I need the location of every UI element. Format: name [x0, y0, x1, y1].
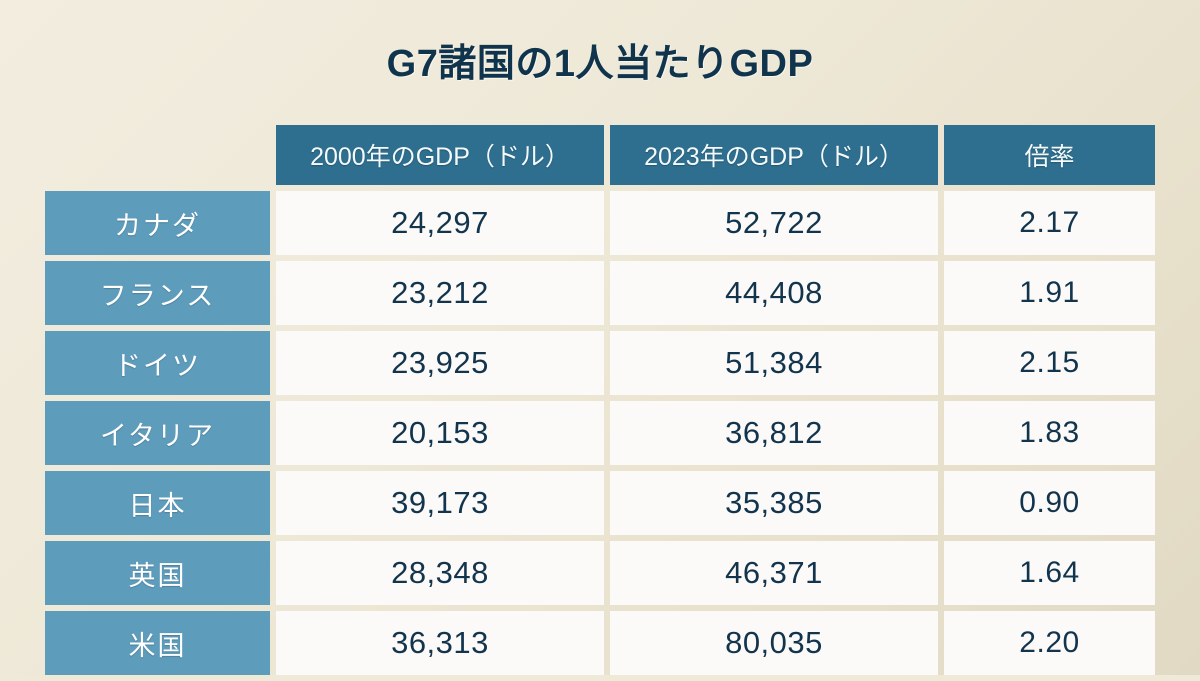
table-header: 2000年のGDP（ドル） 2023年のGDP（ドル） 倍率	[45, 125, 1155, 185]
table-corner-cell	[45, 125, 270, 185]
row-label-country: フランス	[45, 261, 270, 325]
table-row: 日本 39,173 35,385 0.90	[45, 471, 1155, 535]
cell-ratio: 1.83	[944, 401, 1155, 465]
table-row: イタリア 20,153 36,812 1.83	[45, 401, 1155, 465]
page-title: G7諸国の1人当たりGDP	[386, 43, 814, 85]
column-header-ratio: 倍率	[944, 125, 1155, 185]
cell-gdp2000: 24,297	[276, 191, 604, 255]
cell-gdp2000: 36,313	[276, 611, 604, 675]
table-row: ドイツ 23,925 51,384 2.15	[45, 331, 1155, 395]
table-row: 英国 28,348 46,371 1.64	[45, 541, 1155, 605]
cell-gdp2000: 23,212	[276, 261, 604, 325]
table-body: カナダ 24,297 52,722 2.17 フランス 23,212 44,408 1.91 ド…	[45, 191, 1155, 675]
cell-ratio: 1.64	[944, 541, 1155, 605]
cell-gdp2000: 39,173	[276, 471, 604, 535]
cell-gdp2023: 52,722	[610, 191, 938, 255]
row-label-country: イタリア	[45, 401, 270, 465]
cell-ratio: 2.20	[944, 611, 1155, 675]
cell-ratio: 0.90	[944, 471, 1155, 535]
table-row: 米国 36,313 80,035 2.20	[45, 611, 1155, 675]
row-label-country: 英国	[45, 541, 270, 605]
cell-gdp2000: 20,153	[276, 401, 604, 465]
cell-gdp2023: 44,408	[610, 261, 938, 325]
cell-gdp2023: 80,035	[610, 611, 938, 675]
cell-gdp2023: 46,371	[610, 541, 938, 605]
cell-gdp2000: 23,925	[276, 331, 604, 395]
cell-gdp2023: 51,384	[610, 331, 938, 395]
cell-gdp2023: 36,812	[610, 401, 938, 465]
cell-ratio: 1.91	[944, 261, 1155, 325]
column-header-gdp2000: 2000年のGDP（ドル）	[276, 125, 604, 185]
cell-gdp2000: 28,348	[276, 541, 604, 605]
row-label-country: 日本	[45, 471, 270, 535]
row-label-country: 米国	[45, 611, 270, 675]
cell-gdp2023: 35,385	[610, 471, 938, 535]
table-header-row: 2000年のGDP（ドル） 2023年のGDP（ドル） 倍率	[45, 125, 1155, 185]
table-row: フランス 23,212 44,408 1.91	[45, 261, 1155, 325]
row-label-country: ドイツ	[45, 331, 270, 395]
table-row: カナダ 24,297 52,722 2.17	[45, 191, 1155, 255]
cell-ratio: 2.15	[944, 331, 1155, 395]
gdp-table: 2000年のGDP（ドル） 2023年のGDP（ドル） 倍率 カナダ 24,297…	[39, 119, 1161, 681]
row-label-country: カナダ	[45, 191, 270, 255]
cell-ratio: 2.17	[944, 191, 1155, 255]
column-header-gdp2023: 2023年のGDP（ドル）	[610, 125, 938, 185]
